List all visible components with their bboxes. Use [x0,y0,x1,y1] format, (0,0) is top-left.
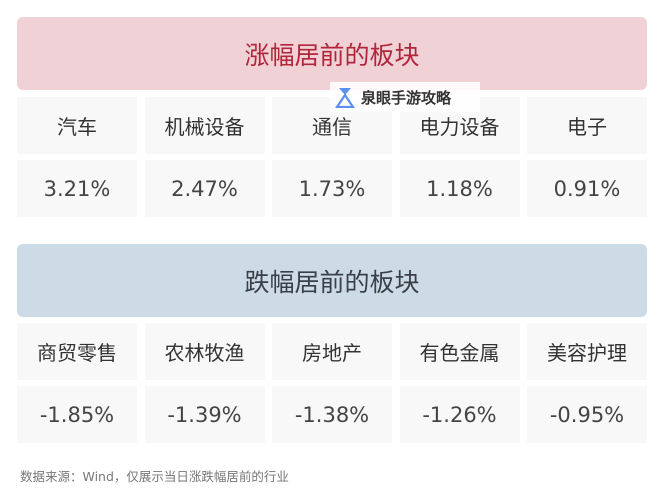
sector-change: 0.91% [527,160,647,217]
sector-name: 汽车 [17,97,137,154]
sector-name: 农林牧渔 [144,323,265,380]
sector-change: 3.21% [17,160,137,217]
sector-change: -1.38% [272,386,392,443]
sector-change: 1.73% [272,160,392,217]
sector-name: 电子 [527,97,647,154]
sector-name: 机械设备 [144,97,265,154]
watermark: 泉眼手游攻略 [330,82,480,112]
watermark-text: 泉眼手游攻略 [361,88,452,107]
watermark-logo-icon [335,88,355,108]
sector-name: 美容护理 [527,323,647,380]
losers-header: 跌幅居前的板块 [17,244,647,317]
gainers-name-row: 汽车 机械设备 通信 电力设备 电子 [17,97,647,154]
sector-name: 有色金属 [399,323,520,380]
sector-change: -1.39% [144,386,265,443]
sector-change: 2.47% [144,160,265,217]
sector-name: 房地产 [272,323,392,380]
gainers-header: 涨幅居前的板块 [17,17,647,90]
sector-change: -1.26% [399,386,520,443]
losers-name-row: 商贸零售 农林牧渔 房地产 有色金属 美容护理 [17,323,647,380]
sector-change: 1.18% [399,160,520,217]
footnote: 数据来源：Wind，仅展示当日涨跌幅居前的行业 [20,469,289,484]
losers-value-row: -1.85% -1.39% -1.38% -1.26% -0.95% [17,386,647,443]
sector-change: -1.85% [17,386,137,443]
gainers-value-row: 3.21% 2.47% 1.73% 1.18% 0.91% [17,160,647,217]
sector-change: -0.95% [527,386,647,443]
sector-name: 商贸零售 [17,323,137,380]
